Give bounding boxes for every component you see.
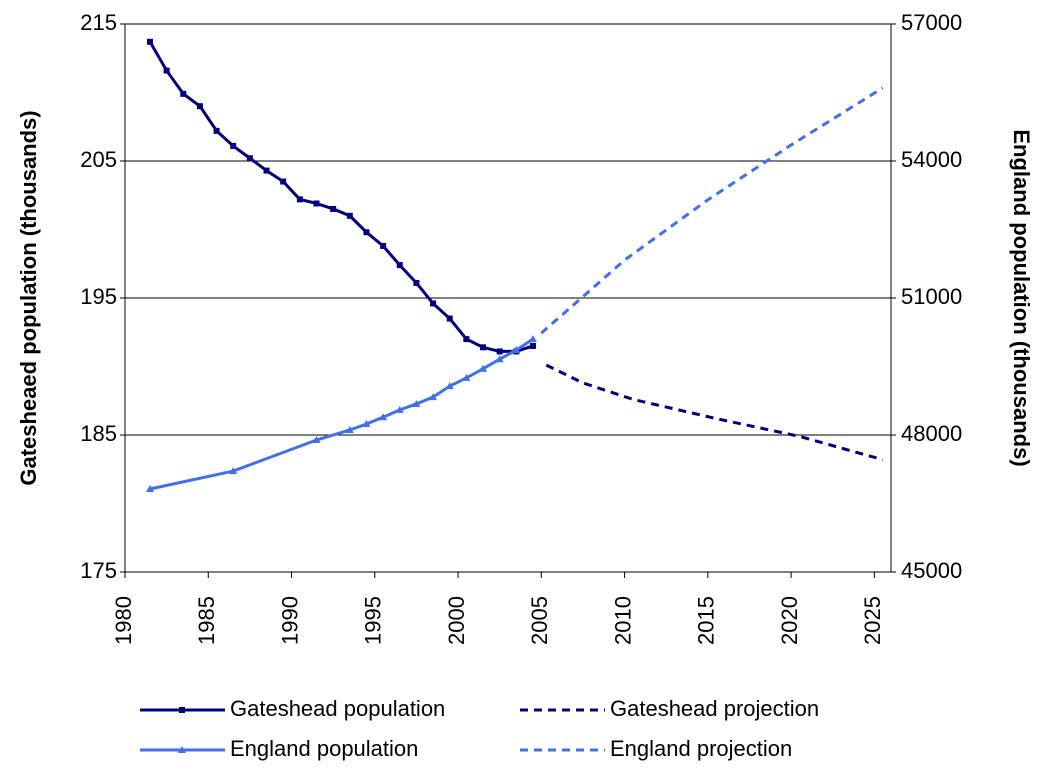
marker	[479, 364, 488, 372]
marker	[179, 707, 185, 713]
x-tick-label: 1990	[277, 596, 302, 645]
y-tick-label: 195	[80, 284, 117, 309]
marker	[263, 167, 270, 174]
marker	[363, 229, 370, 236]
legend-label: England projection	[610, 736, 792, 761]
legend-label: England population	[230, 736, 418, 761]
y2-axis-label: England population (thousands)	[1009, 129, 1034, 466]
legend-label: Gateshead population	[230, 696, 445, 721]
marker	[346, 212, 353, 219]
series-line	[545, 363, 884, 462]
marker	[330, 205, 337, 212]
y-tick-label: 175	[80, 558, 117, 583]
marker	[529, 342, 536, 349]
y2-tick-label: 48000	[901, 421, 962, 446]
marker	[213, 127, 220, 134]
marker	[312, 436, 321, 444]
x-tick-label: 2025	[860, 596, 885, 645]
y2-tick-label: 57000	[901, 10, 962, 35]
legend-label: Gateshead projection	[610, 696, 819, 721]
x-tick-label: 2005	[527, 596, 552, 645]
marker	[380, 242, 387, 249]
marker	[362, 420, 371, 428]
marker	[196, 103, 203, 110]
marker	[345, 425, 354, 433]
marker	[462, 373, 471, 381]
x-tick-label: 1985	[194, 596, 219, 645]
marker	[429, 393, 438, 401]
marker	[145, 485, 154, 493]
y2-tick-label: 54000	[901, 147, 962, 172]
y-axis-label: Gatesheaed population (thousands)	[16, 110, 41, 485]
y2-tick-label: 51000	[901, 284, 962, 309]
marker	[313, 200, 320, 207]
x-tick-label: 2020	[777, 596, 802, 645]
marker	[246, 155, 253, 162]
x-tick-label: 2010	[610, 596, 635, 645]
marker	[446, 315, 453, 322]
y-tick-label: 185	[80, 421, 117, 446]
series-line	[148, 41, 534, 353]
marker	[430, 300, 437, 307]
marker	[480, 344, 487, 351]
marker	[146, 38, 153, 45]
marker	[280, 178, 287, 185]
y-tick-label: 205	[80, 147, 117, 172]
marker	[163, 67, 170, 74]
series-line	[540, 86, 884, 335]
marker	[229, 467, 238, 475]
marker	[413, 279, 420, 286]
marker	[296, 196, 303, 203]
marker	[178, 746, 186, 753]
marker	[463, 336, 470, 343]
x-tick-label: 2015	[694, 596, 719, 645]
marker	[496, 348, 503, 355]
marker	[528, 335, 537, 343]
y-tick-label: 215	[80, 10, 117, 35]
marker	[230, 142, 237, 149]
marker	[379, 413, 388, 421]
marker	[512, 346, 521, 354]
marker	[495, 355, 504, 363]
marker	[395, 405, 404, 413]
x-tick-label: 1980	[111, 596, 136, 645]
marker	[445, 382, 454, 390]
y2-tick-label: 45000	[901, 558, 962, 583]
marker	[412, 399, 421, 407]
marker	[180, 90, 187, 97]
x-tick-label: 1995	[361, 596, 386, 645]
marker	[396, 262, 403, 269]
x-tick-label: 2000	[444, 596, 469, 645]
series-line	[149, 337, 534, 491]
